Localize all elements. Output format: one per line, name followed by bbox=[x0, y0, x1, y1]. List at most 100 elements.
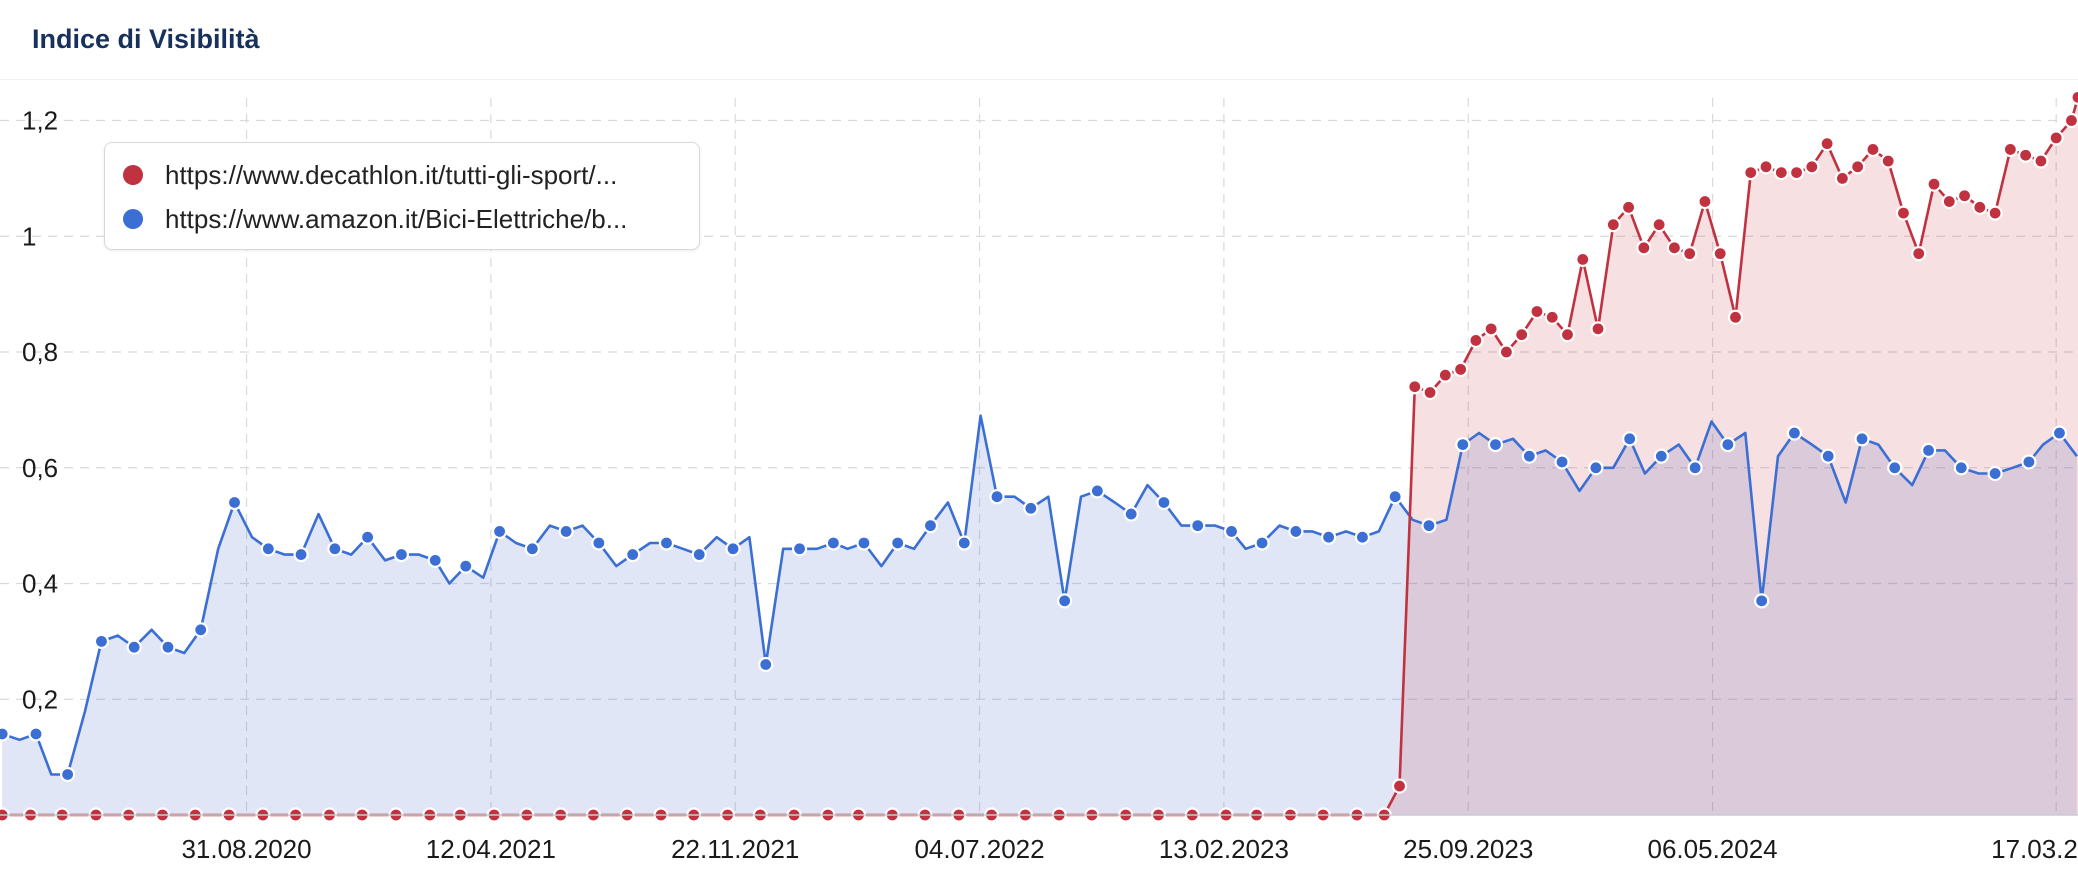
y-tick-label: 0,6 bbox=[22, 453, 58, 483]
legend-item-amazon[interactable]: https://www.amazon.it/Bici-Elettriche/b.… bbox=[123, 199, 677, 239]
series-point-decathlon bbox=[2002, 141, 2018, 158]
series-point-amazon bbox=[1521, 448, 1537, 464]
header-divider bbox=[0, 79, 2078, 80]
series-point-decathlon bbox=[1651, 217, 1667, 233]
series-point-amazon bbox=[825, 535, 841, 551]
series-point-amazon bbox=[1953, 460, 1969, 476]
legend-label-decathlon: https://www.decathlon.it/tutti-gli-sport… bbox=[165, 159, 618, 190]
series-point-amazon bbox=[0, 726, 10, 742]
y-axis-ticks: 0,2 0,4 0,6 0,8 1 1,2 bbox=[22, 106, 58, 715]
series-point-decathlon bbox=[1987, 205, 2003, 221]
series-point-decathlon bbox=[1682, 246, 1698, 262]
series-point-decathlon bbox=[2070, 89, 2078, 105]
x-tick-label: 04.07.2022 bbox=[914, 834, 1044, 864]
legend-item-decathlon[interactable]: https://www.decathlon.it/tutti-gli-sport… bbox=[123, 155, 677, 195]
series-point-decathlon bbox=[1498, 344, 1515, 360]
y-tick-label: 0,8 bbox=[22, 337, 58, 367]
series-point-amazon bbox=[1387, 489, 1403, 505]
series-point-amazon bbox=[427, 552, 443, 568]
chart-title: Indice di Visibilità bbox=[32, 24, 260, 54]
series-point-amazon bbox=[1321, 529, 1337, 545]
series-point-amazon bbox=[93, 633, 110, 649]
series-point-decathlon bbox=[1926, 176, 1942, 192]
series-point-amazon bbox=[791, 541, 808, 557]
x-tick-label: 25.09.2023 bbox=[1403, 834, 1533, 864]
series-point-amazon bbox=[1156, 494, 1172, 511]
series-point-amazon bbox=[1987, 465, 2003, 482]
y-tick-label: 0,2 bbox=[22, 684, 58, 714]
series-point-decathlon bbox=[1773, 164, 1789, 181]
series-point-decathlon bbox=[1880, 153, 1896, 169]
y-tick-label: 1 bbox=[22, 221, 36, 251]
series-point-amazon bbox=[1887, 460, 1903, 476]
series-point-decathlon bbox=[1452, 361, 1469, 377]
series-point-amazon bbox=[260, 541, 276, 557]
series-point-decathlon bbox=[1575, 251, 1591, 268]
series-point-decathlon bbox=[1941, 193, 1957, 210]
series-point-decathlon bbox=[1819, 136, 1835, 152]
series-point-amazon bbox=[1190, 518, 1206, 534]
legend-dot-decathlon bbox=[123, 165, 143, 185]
series-point-decathlon bbox=[1788, 164, 1805, 181]
series-point-amazon bbox=[1254, 535, 1270, 551]
series-point-amazon bbox=[558, 523, 574, 540]
series-point-amazon bbox=[524, 541, 540, 557]
series-point-amazon bbox=[856, 535, 872, 551]
series-point-decathlon bbox=[1911, 246, 1927, 262]
series-point-amazon bbox=[1820, 448, 1836, 464]
series-point-amazon bbox=[758, 656, 774, 673]
series-point-amazon bbox=[591, 535, 607, 551]
series-point-decathlon bbox=[1422, 384, 1438, 401]
series-points bbox=[0, 89, 2078, 823]
series-point-decathlon bbox=[2048, 130, 2064, 146]
series-point-amazon bbox=[393, 546, 410, 563]
series-point-decathlon bbox=[1391, 778, 1408, 794]
series-point-decathlon bbox=[1620, 199, 1637, 215]
series-point-decathlon bbox=[1529, 303, 1545, 320]
series-point-decathlon bbox=[1697, 193, 1713, 210]
series-point-amazon bbox=[360, 529, 376, 545]
x-tick-label: 06.05.2024 bbox=[1648, 834, 1778, 864]
series-point-amazon bbox=[956, 535, 972, 551]
series-point-amazon bbox=[1455, 437, 1471, 453]
series-point-amazon bbox=[126, 639, 142, 655]
series-point-decathlon bbox=[1834, 170, 1850, 186]
series-point-decathlon bbox=[2063, 112, 2078, 129]
series-point-amazon bbox=[1687, 460, 1703, 476]
series-areas bbox=[2, 97, 2078, 815]
x-tick-label: 17.03.2025 bbox=[1991, 834, 2078, 864]
series-point-amazon bbox=[1720, 437, 1736, 453]
series-point-decathlon bbox=[1712, 246, 1728, 262]
series-point-decathlon bbox=[1483, 321, 1499, 337]
series-point-amazon bbox=[327, 541, 343, 557]
series-point-amazon bbox=[1288, 523, 1304, 540]
series-point-decathlon bbox=[1590, 321, 1606, 337]
series-point-decathlon bbox=[1468, 332, 1484, 349]
series-point-decathlon bbox=[1559, 327, 1576, 343]
x-tick-label: 13.02.2023 bbox=[1159, 834, 1289, 864]
series-point-amazon bbox=[226, 494, 243, 511]
legend-label-amazon: https://www.amazon.it/Bici-Elettriche/b.… bbox=[165, 203, 628, 234]
series-point-amazon bbox=[658, 535, 675, 551]
series-point-amazon bbox=[160, 639, 176, 655]
x-axis-ticks: 31.08.2020 12.04.2021 22.11.2021 04.07.2022… bbox=[181, 834, 2078, 864]
series-point-decathlon bbox=[1636, 240, 1652, 256]
y-tick-label: 0,4 bbox=[22, 569, 58, 599]
y-tick-label: 1,2 bbox=[22, 106, 58, 136]
series-point-amazon bbox=[1554, 454, 1570, 470]
series-point-decathlon bbox=[2018, 147, 2034, 163]
series-point-decathlon bbox=[2033, 153, 2049, 169]
series-area-decathlon bbox=[2, 97, 2078, 815]
legend-dot-amazon bbox=[123, 209, 143, 229]
series-point-decathlon bbox=[1605, 217, 1621, 233]
series-point-amazon bbox=[989, 489, 1005, 505]
series-point-amazon bbox=[922, 518, 939, 534]
x-tick-label: 31.08.2020 bbox=[181, 834, 311, 864]
series-point-decathlon bbox=[1850, 159, 1866, 175]
series-point-amazon bbox=[1421, 518, 1437, 534]
series-point-amazon bbox=[1123, 506, 1139, 522]
series-point-amazon bbox=[1622, 431, 1638, 447]
series-point-amazon bbox=[60, 766, 76, 783]
series-point-amazon bbox=[491, 523, 508, 540]
